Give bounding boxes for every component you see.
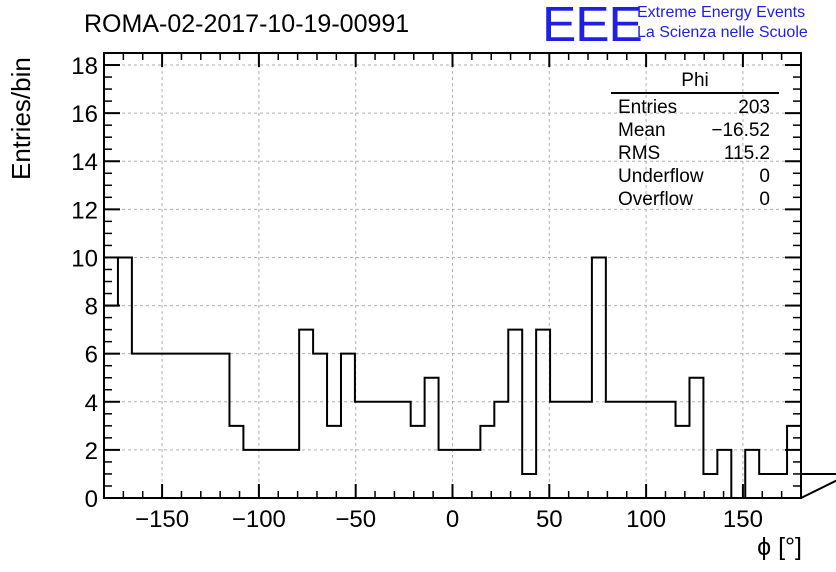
stats-value: −16.52 bbox=[711, 120, 770, 141]
histogram-bin bbox=[188, 354, 202, 498]
histogram-bin bbox=[327, 426, 341, 498]
histogram-bin bbox=[578, 402, 592, 498]
histogram-bin bbox=[634, 402, 648, 498]
histogram-bin bbox=[759, 474, 773, 498]
y-axis-label-wrapper: Entries/bin bbox=[6, 40, 42, 180]
histogram-bin bbox=[118, 257, 132, 498]
histogram-bin bbox=[522, 474, 536, 498]
stats-value: 203 bbox=[738, 97, 770, 118]
stats-title: Phi bbox=[611, 70, 779, 94]
y-tick-label: 4 bbox=[85, 390, 98, 417]
histogram-bin bbox=[453, 450, 467, 498]
histogram-bin bbox=[439, 450, 453, 498]
stats-row-mean: Mean −16.52 bbox=[611, 119, 779, 142]
histogram-bin bbox=[745, 450, 759, 498]
histogram-bin bbox=[243, 450, 257, 498]
eee-logo-mark: EEE bbox=[542, 0, 643, 52]
stats-value: 0 bbox=[759, 189, 770, 210]
stats-value: 0 bbox=[759, 166, 770, 187]
histogram-bin bbox=[369, 402, 383, 498]
histogram-bin bbox=[620, 402, 634, 498]
histogram-bin bbox=[425, 378, 439, 498]
histogram-bin bbox=[717, 450, 731, 498]
histogram-bin bbox=[676, 426, 690, 498]
stats-label: Underflow bbox=[618, 166, 704, 187]
histogram-bin bbox=[494, 402, 508, 498]
histogram-bin bbox=[132, 354, 146, 498]
logo-subtitle-line1: Extreme Energy Events bbox=[637, 4, 806, 21]
y-tick-label: 2 bbox=[85, 438, 98, 465]
stats-label: Overflow bbox=[618, 189, 693, 210]
histogram-bin bbox=[411, 426, 425, 498]
histogram-bin bbox=[550, 402, 564, 498]
histogram-bin bbox=[216, 354, 230, 498]
x-tick-label: 100 bbox=[626, 506, 666, 533]
histogram-bin bbox=[383, 402, 397, 498]
y-tick-label: 18 bbox=[71, 53, 98, 80]
histogram-bin bbox=[174, 354, 188, 498]
histogram-bin bbox=[466, 450, 480, 498]
histogram-bin bbox=[480, 426, 494, 498]
y-tick-label: 16 bbox=[71, 101, 98, 128]
histogram-bin bbox=[508, 330, 522, 498]
histogram-bin bbox=[564, 402, 578, 498]
histogram-bin bbox=[606, 402, 620, 498]
y-tick-label: 12 bbox=[71, 197, 98, 224]
histogram-bin bbox=[355, 402, 369, 498]
x-tick-label: −100 bbox=[232, 506, 286, 533]
histogram-bin bbox=[815, 474, 829, 498]
stats-row-overflow: Overflow 0 bbox=[611, 188, 779, 211]
histogram-bin bbox=[271, 450, 285, 498]
x-tick-label: 50 bbox=[536, 506, 563, 533]
histogram-bin bbox=[592, 257, 606, 498]
stats-label: Mean bbox=[618, 120, 666, 141]
stats-value: 115.2 bbox=[723, 143, 770, 164]
stats-box: Phi Entries 203 Mean −16.52 RMS 115.2 Un… bbox=[611, 70, 779, 211]
histogram-bin bbox=[397, 402, 411, 498]
y-tick-label: 10 bbox=[71, 245, 98, 272]
histogram-bin bbox=[536, 330, 550, 498]
x-axis-label: ϕ [°] bbox=[757, 533, 802, 561]
logo-subtitle-line2: La Scienza nelle Scuole bbox=[637, 24, 808, 41]
histogram-bin bbox=[801, 474, 815, 498]
histogram-bin bbox=[662, 402, 676, 498]
histogram-bin bbox=[299, 330, 313, 498]
x-tick-label: −150 bbox=[135, 506, 189, 533]
stats-label: RMS bbox=[618, 143, 661, 164]
histogram-bin bbox=[313, 354, 327, 498]
histogram-bin bbox=[229, 426, 243, 498]
histogram-bin bbox=[703, 474, 717, 498]
histogram-bin bbox=[285, 450, 299, 498]
x-tick-label: 0 bbox=[446, 506, 459, 533]
histogram-bin bbox=[689, 378, 703, 498]
histogram-bin bbox=[341, 354, 355, 498]
histogram-bin bbox=[829, 474, 836, 498]
y-tick-label: 6 bbox=[85, 342, 98, 369]
histogram-bin bbox=[648, 402, 662, 498]
x-tick-label: 150 bbox=[723, 506, 763, 533]
histogram-bin bbox=[202, 354, 216, 498]
histogram-bin bbox=[160, 354, 174, 498]
y-tick-label: 14 bbox=[71, 149, 98, 176]
x-tick-label: −50 bbox=[335, 506, 376, 533]
histogram-bin bbox=[773, 474, 787, 498]
stats-label: Entries bbox=[618, 97, 678, 118]
y-axis-label: Entries/bin bbox=[6, 57, 36, 180]
stats-row-entries: Entries 203 bbox=[611, 96, 779, 119]
histogram-bin bbox=[146, 354, 160, 498]
y-tick-label: 0 bbox=[85, 486, 98, 513]
stats-row-rms: RMS 115.2 bbox=[611, 142, 779, 165]
y-tick-label: 8 bbox=[85, 294, 98, 321]
histogram-series bbox=[103, 256, 836, 499]
stats-row-underflow: Underflow 0 bbox=[611, 165, 779, 188]
run-title: ROMA-02-2017-10-19-00991 bbox=[84, 10, 410, 38]
